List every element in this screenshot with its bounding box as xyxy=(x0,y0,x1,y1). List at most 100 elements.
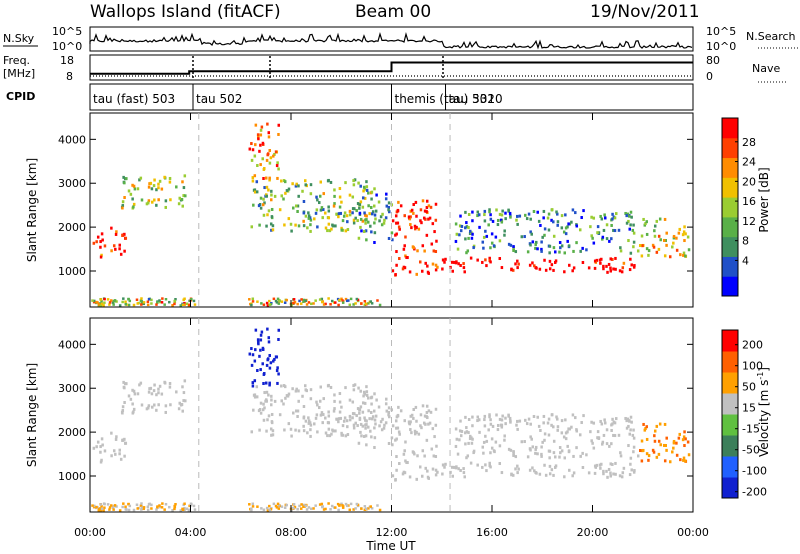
power-cell xyxy=(294,184,298,188)
velocity-cell xyxy=(324,416,327,420)
power-cell xyxy=(333,202,336,206)
velocity-cell xyxy=(395,455,398,459)
power-cell xyxy=(290,229,293,233)
power-cell xyxy=(309,223,312,227)
velocity-cell xyxy=(367,396,370,400)
power-cell xyxy=(394,273,397,277)
power-cell xyxy=(384,216,388,220)
velocity-cell xyxy=(348,508,352,512)
velocity-cell xyxy=(459,434,463,438)
power-cell xyxy=(490,232,494,236)
power-cell xyxy=(108,303,111,306)
power-cell xyxy=(309,192,313,196)
power-cell xyxy=(124,236,128,240)
power-cell xyxy=(122,175,125,179)
power-cell xyxy=(579,249,582,253)
velocity-cell xyxy=(452,465,456,469)
nsky-panel: N.Sky 10^5 10^0 10^5 10^0 N.Search xyxy=(3,25,798,53)
velocity-cell xyxy=(146,406,150,410)
velocity-cell xyxy=(367,507,370,510)
velocity-cell xyxy=(266,418,269,422)
power-cell xyxy=(148,182,151,186)
velocity-cell xyxy=(630,468,633,472)
velocity-cell xyxy=(118,452,121,456)
power-cell xyxy=(652,245,656,249)
velocity-cell xyxy=(544,473,548,477)
power-cell xyxy=(123,232,126,236)
velocity-cell xyxy=(601,442,604,446)
beam-title: Beam 00 xyxy=(355,2,431,22)
velocity-cell xyxy=(337,508,340,512)
velocity-cell xyxy=(173,507,176,511)
power-cell xyxy=(121,300,124,304)
velocity-cell xyxy=(571,474,574,478)
velocity-cell xyxy=(251,353,255,357)
velocity-cell xyxy=(614,461,617,465)
velocity-cell xyxy=(397,430,401,434)
velocity-cell xyxy=(361,424,365,428)
power-cell xyxy=(322,208,325,212)
power-cell xyxy=(121,204,125,208)
power-cell xyxy=(629,210,633,214)
colorbar-tick-label: -100 xyxy=(742,465,767,478)
velocity-cell xyxy=(395,426,398,430)
power-cell xyxy=(378,219,381,223)
velocity-cell xyxy=(417,432,421,436)
power-cell xyxy=(302,224,306,228)
power-cell xyxy=(327,222,331,226)
velocity-cell xyxy=(250,363,254,367)
power-cell xyxy=(110,299,113,302)
velocity-cell xyxy=(365,419,368,423)
velocity-cell xyxy=(121,411,124,415)
power-cell xyxy=(555,210,558,214)
velocity-cell xyxy=(469,461,473,465)
velocity-cell xyxy=(125,382,128,386)
velocity-cell xyxy=(184,399,187,403)
power-cell xyxy=(363,303,367,306)
power-cell xyxy=(270,198,273,202)
power-cell xyxy=(402,247,406,251)
velocity-cell xyxy=(360,434,363,438)
velocity-cell xyxy=(612,433,615,437)
velocity-cell xyxy=(597,436,601,440)
velocity-cell xyxy=(387,413,390,417)
velocity-cell xyxy=(552,451,556,455)
power-cell xyxy=(430,242,434,246)
velocity-cell xyxy=(423,454,426,458)
power-cell xyxy=(164,298,168,301)
power-cell xyxy=(609,269,612,273)
velocity-cell xyxy=(309,434,312,438)
power-cell xyxy=(458,224,462,228)
power-cell xyxy=(353,178,357,182)
y-tick-label: 3000 xyxy=(58,382,86,395)
velocity-cell xyxy=(425,415,428,419)
velocity-cell xyxy=(110,454,113,458)
power-cell xyxy=(554,259,558,263)
velocity-cell xyxy=(181,508,185,512)
velocity-cell xyxy=(548,472,552,476)
power-cell xyxy=(352,183,356,187)
power-cell xyxy=(127,189,131,193)
power-cell xyxy=(484,229,487,233)
velocity-cell xyxy=(454,427,458,431)
power-cell xyxy=(391,219,395,223)
power-cell xyxy=(273,194,277,198)
velocity-cell xyxy=(509,448,513,452)
velocity-cell xyxy=(593,471,597,475)
power-cell xyxy=(425,206,429,210)
velocity-cell xyxy=(99,445,102,449)
velocity-cell xyxy=(100,458,103,462)
velocity-cell xyxy=(560,419,564,423)
velocity-cell xyxy=(179,509,183,512)
power-cell xyxy=(139,176,143,180)
velocity-cell xyxy=(503,434,506,438)
velocity-cell xyxy=(563,475,566,479)
colorbar-segment xyxy=(722,177,738,198)
velocity-cell xyxy=(112,449,116,453)
velocity-cell xyxy=(509,420,512,424)
power-cell xyxy=(344,229,348,233)
velocity-cell xyxy=(124,507,127,511)
colorbar-segment xyxy=(722,256,738,277)
velocity-cell xyxy=(267,336,271,340)
velocity-cell xyxy=(355,414,358,418)
